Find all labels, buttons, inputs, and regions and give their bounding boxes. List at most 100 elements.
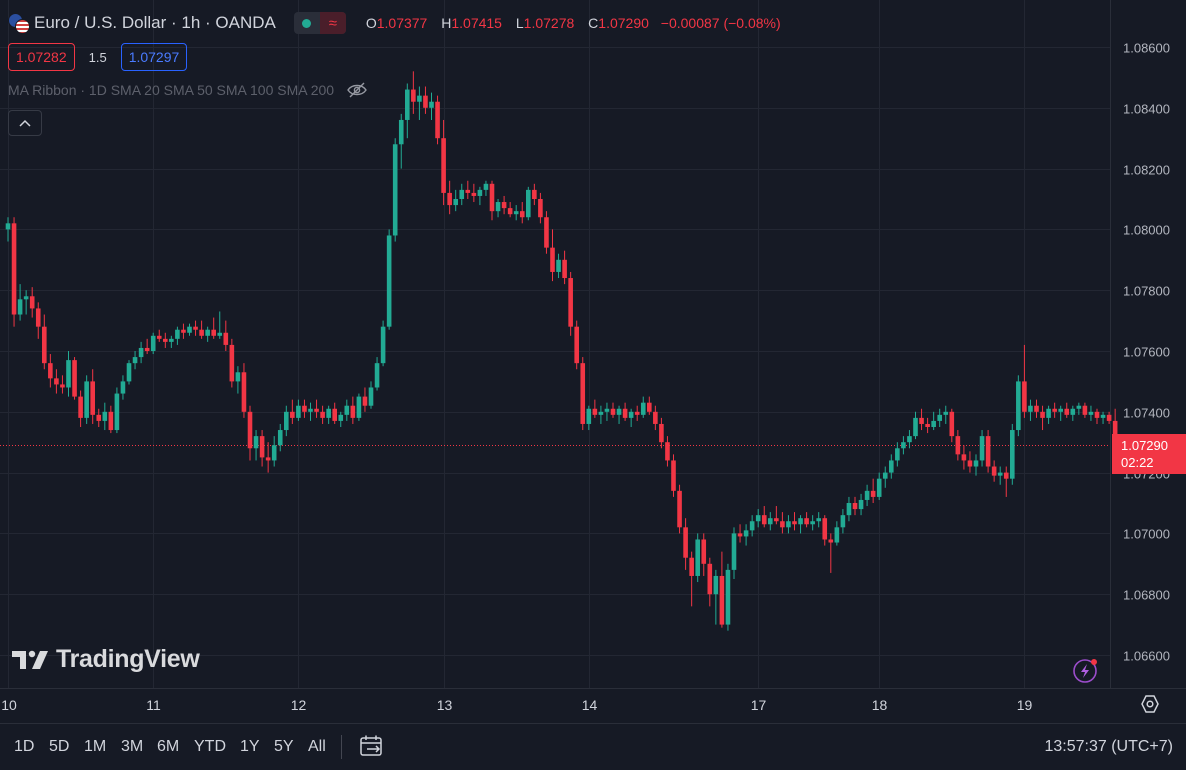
candle: [973, 454, 979, 476]
candle-body: [574, 326, 579, 364]
candle-body: [725, 569, 731, 625]
timeframe-1m[interactable]: 1M: [84, 738, 107, 755]
timeframe-6m[interactable]: 6M: [157, 738, 180, 755]
candle: [211, 317, 216, 339]
buy-ask-button[interactable]: 1.07297: [120, 43, 188, 71]
candle: [447, 180, 452, 215]
candle-body: [513, 211, 519, 215]
candle: [247, 405, 253, 461]
candle-body: [60, 384, 65, 388]
timeframe-3m[interactable]: 3M: [121, 738, 144, 755]
candle: [84, 375, 89, 424]
time-tick-label: 18: [872, 697, 888, 713]
candle: [102, 402, 108, 431]
bar-countdown: 02:22: [1121, 455, 1154, 470]
candle-body: [586, 408, 592, 424]
candle-body: [749, 521, 755, 531]
candle-body: [326, 408, 331, 418]
candle: [538, 192, 543, 224]
timeframe-1y[interactable]: 1Y: [240, 738, 260, 755]
candle-body: [822, 518, 828, 540]
candle: [774, 506, 779, 525]
go-to-date-button[interactable]: [359, 734, 385, 763]
candle: [429, 92, 434, 120]
candle-body: [755, 515, 761, 522]
candle: [592, 399, 598, 418]
candle-body: [205, 329, 210, 336]
eye-hidden-icon[interactable]: [346, 82, 368, 98]
candle-body: [719, 575, 725, 625]
ohlc-values: O1.07377 H1.07415 L1.07278 C1.07290 −0.0…: [366, 15, 781, 31]
alert-lightning-button[interactable]: [1072, 657, 1100, 690]
candle: [556, 253, 561, 279]
candle: [925, 417, 930, 434]
candle-body: [42, 326, 47, 364]
candle-body: [943, 411, 949, 415]
candle-body: [937, 414, 942, 421]
candle-body: [979, 436, 985, 461]
candle-body: [882, 472, 888, 479]
candle-body: [423, 95, 428, 108]
candle-body: [653, 411, 658, 424]
collapse-legend-button[interactable]: [8, 110, 42, 136]
candle: [1082, 402, 1088, 418]
candle-body: [211, 329, 216, 336]
candle-body: [604, 408, 610, 412]
candle: [671, 454, 676, 497]
indicator-legend[interactable]: MA Ribbon · 1D SMA 20 SMA 50 SMA 100 SMA…: [8, 82, 368, 98]
candle-body: [332, 408, 337, 421]
sell-bid-button[interactable]: 1.07282: [8, 43, 75, 71]
candle-body: [477, 189, 483, 196]
candlestick-chart[interactable]: 1.08600 1.08400 1.08200 1.08000 1.07800 1.076…: [0, 0, 1186, 723]
candle-body: [156, 335, 162, 339]
price-tick-label: 1.07000: [1123, 527, 1170, 542]
data-delay-icon: ≈: [319, 12, 346, 34]
candle: [11, 217, 17, 327]
candle: [326, 405, 331, 424]
candle-body: [659, 423, 664, 443]
candle-body: [1010, 430, 1015, 479]
price-tick-label: 1.07400: [1123, 406, 1170, 421]
timeframe-all[interactable]: All: [308, 738, 326, 755]
price-tick-label: 1.08000: [1123, 223, 1170, 238]
candle-body: [259, 436, 265, 458]
clock-timezone[interactable]: 13:57:37 (UTC+7): [1044, 738, 1173, 755]
candle-body: [665, 442, 670, 461]
timeframe-5y[interactable]: 5Y: [274, 738, 294, 755]
candle-body: [35, 308, 41, 327]
candle-body: [1094, 411, 1100, 418]
candle-body: [768, 518, 773, 525]
candle-body: [386, 235, 392, 327]
timeframe-1d[interactable]: 1D: [14, 738, 35, 755]
candle: [411, 71, 416, 114]
candle: [749, 515, 755, 537]
market-status-pill[interactable]: ≈: [293, 12, 346, 34]
candle: [356, 393, 362, 421]
candle: [653, 405, 658, 431]
candle: [985, 430, 991, 473]
candle-body: [459, 189, 465, 199]
candle: [296, 399, 301, 421]
candle: [253, 430, 259, 461]
candle-body: [1003, 472, 1009, 479]
calendar-range-icon: [360, 735, 382, 756]
candle-body: [29, 296, 35, 309]
candle: [943, 405, 949, 424]
chart-settings-button[interactable]: [1140, 694, 1160, 719]
candle: [1052, 402, 1057, 418]
candle-body: [1088, 411, 1094, 415]
candle: [1076, 402, 1082, 415]
candle: [647, 396, 652, 415]
timeframe-ytd[interactable]: YTD: [194, 738, 226, 755]
candle: [955, 430, 961, 461]
candle: [290, 399, 295, 424]
timeframe-5d[interactable]: 5D: [49, 738, 70, 755]
candle: [405, 83, 410, 139]
price-tick-label: 1.07800: [1123, 284, 1170, 299]
symbol-title[interactable]: Euro / U.S. Dollar · 1h · OANDA: [34, 13, 276, 32]
spread-value: 1.5: [88, 49, 107, 65]
candle-body: [598, 411, 604, 415]
candle-body: [846, 503, 852, 516]
candle: [453, 189, 458, 212]
candle: [931, 411, 936, 431]
